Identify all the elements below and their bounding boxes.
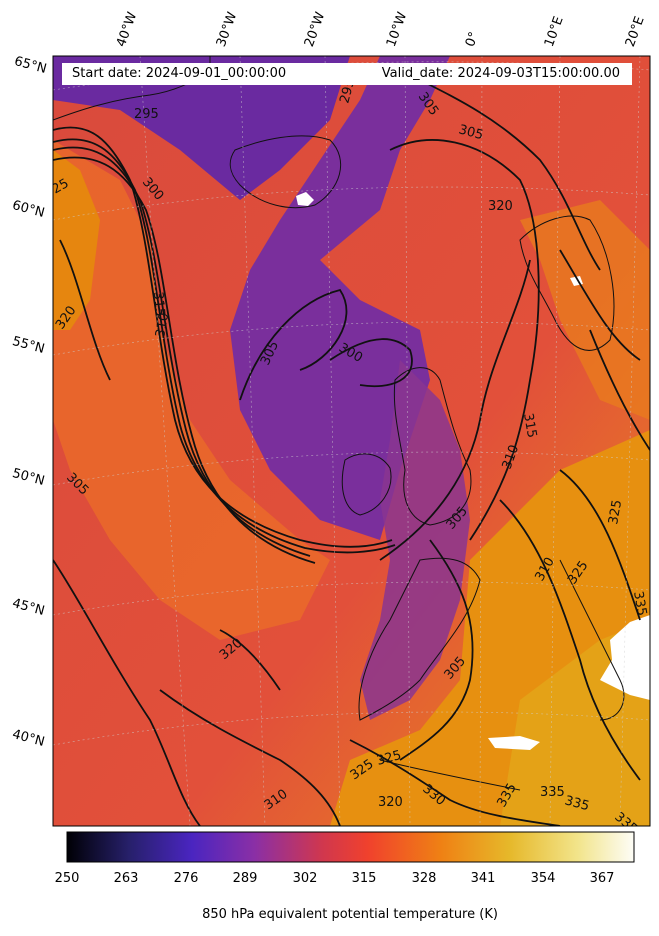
- contour-label: 320: [378, 795, 403, 810]
- colorbar-tick: 289: [232, 871, 258, 886]
- map-frame: [52, 55, 651, 827]
- valid-date-label: Valid_date: 2024-09-03T15:00:00.00: [352, 63, 632, 85]
- contour-label: 325: [375, 748, 403, 769]
- contour-label: 315: [150, 291, 167, 317]
- contour-label: 335: [630, 590, 649, 617]
- contour-label: 305: [457, 122, 485, 143]
- contour-lines: [53, 79, 650, 826]
- contour-label: 335: [540, 785, 565, 800]
- contour-label: 295: [134, 107, 159, 122]
- contour-label: 325: [606, 499, 625, 526]
- theta-e-field: 295 295 305 305 300 300 310 315 320 325 …: [53, 56, 650, 826]
- colorbar-tick: 315: [351, 871, 377, 886]
- contour-label: 315: [520, 412, 539, 439]
- colorbar: [66, 831, 635, 863]
- contour-label: 320: [488, 199, 513, 214]
- colorbar-tick: 276: [173, 871, 199, 886]
- colorbar-tick: 328: [411, 871, 437, 886]
- colorbar-tick: 302: [292, 871, 318, 886]
- start-date-label: Start date: 2024-09-01_00:00:00: [62, 63, 362, 85]
- colorbar-tick: 250: [54, 871, 80, 886]
- contour-label: 335: [563, 793, 591, 814]
- colorbar-tick: 367: [589, 871, 615, 886]
- colorbar-label: 850 hPa equivalent potential temperature…: [202, 907, 498, 922]
- contour-label: 310: [153, 312, 172, 339]
- colorbar-tick: 341: [470, 871, 496, 886]
- coastlines: [53, 56, 625, 791]
- colorbar-tick: 263: [113, 871, 139, 886]
- graticule-lines: [53, 56, 650, 826]
- colorbar-tick: 354: [530, 871, 556, 886]
